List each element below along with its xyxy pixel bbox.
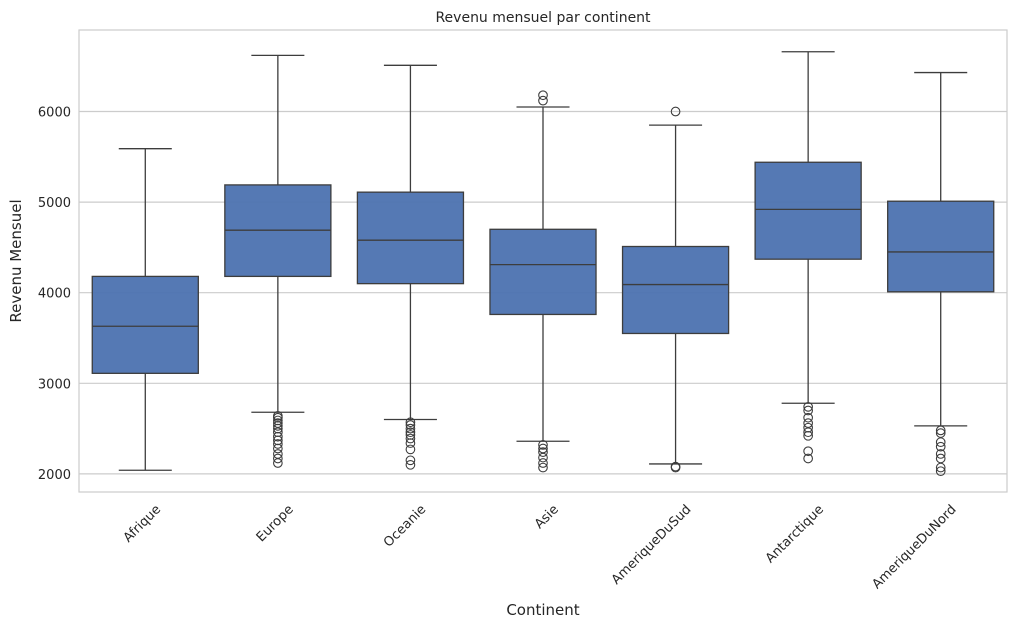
iqr-box [887, 200, 995, 293]
outlier-point [273, 415, 283, 426]
x-axis: Afrique Europe Oceanie Asie AmeriqueDuSud Ant… [121, 502, 960, 592]
outlier-point [538, 462, 548, 473]
y-tick-label: 3000 [38, 377, 71, 392]
x-tick-label: AmeriqueDuNord [870, 502, 960, 592]
x-tick-label: Antarctique [763, 502, 827, 566]
y-axis-label: Revenu Mensuel [7, 199, 25, 322]
box-AmeriqueDuSud [621, 106, 730, 473]
box-AmeriqueDuNord [887, 71, 995, 477]
outlier-point [803, 401, 813, 412]
box-Afrique [91, 148, 199, 471]
outlier-point [405, 455, 416, 466]
outlier-point [273, 418, 283, 429]
outlier-point [803, 422, 813, 433]
outlier-point [803, 446, 813, 457]
x-tick-label: AmeriqueDuSud [609, 502, 695, 588]
x-axis-label: Continent [506, 601, 579, 619]
plot-frame [78, 29, 1008, 493]
x-tick-label: Afrique [121, 502, 164, 545]
outlier-point [935, 425, 946, 436]
chart-title: Revenu mensuel par continent [435, 10, 651, 26]
iqr-box [356, 191, 465, 285]
outlier-point [273, 411, 283, 421]
box-Antarctique [754, 51, 862, 464]
boxes-layer [91, 51, 995, 477]
outlier-point [405, 417, 416, 428]
outlier-point [935, 453, 946, 464]
outlier-point [405, 427, 416, 438]
outlier-point [803, 405, 813, 416]
y-tick-label: 4000 [38, 287, 71, 302]
outlier-point [935, 441, 946, 452]
y-tick-label: 2000 [38, 468, 71, 483]
outlier-point [935, 428, 946, 438]
iqr-box [489, 228, 597, 316]
outlier-point [538, 443, 548, 454]
outlier-point [273, 439, 283, 449]
outlier-point [405, 423, 416, 434]
outlier-point [405, 433, 416, 444]
y-tick-label: 6000 [38, 106, 71, 121]
x-tick-label: Asie [532, 502, 562, 532]
box-Oceanie [356, 64, 465, 470]
outlier-point [405, 459, 416, 470]
outlier-point [273, 453, 283, 464]
outlier-point [670, 461, 681, 472]
outlier-point [803, 453, 813, 464]
outlier-point [538, 447, 548, 457]
y-axis: 2000 3000 4000 5000 6000 [38, 106, 71, 483]
outlier-point [405, 444, 416, 455]
outlier-point [538, 95, 548, 106]
outlier-point [935, 449, 946, 459]
iqr-box [754, 161, 862, 260]
box-Europe [224, 54, 332, 468]
outlier-point [405, 430, 416, 440]
box-Asie [489, 90, 597, 473]
outlier-point [273, 449, 283, 459]
outlier-point [803, 412, 813, 423]
outlier-point [538, 458, 548, 468]
outlier-point [538, 90, 548, 101]
x-tick-label: Oceanie [381, 502, 429, 550]
outlier-point [935, 466, 946, 477]
x-tick-label: Europe [254, 502, 297, 545]
iqr-box [621, 245, 730, 335]
iqr-box [91, 275, 199, 374]
outlier-point [670, 106, 681, 117]
outlier-point [538, 440, 548, 450]
outlier-point [405, 420, 416, 430]
outlier-point [803, 418, 813, 429]
y-tick-label: 5000 [38, 196, 71, 211]
